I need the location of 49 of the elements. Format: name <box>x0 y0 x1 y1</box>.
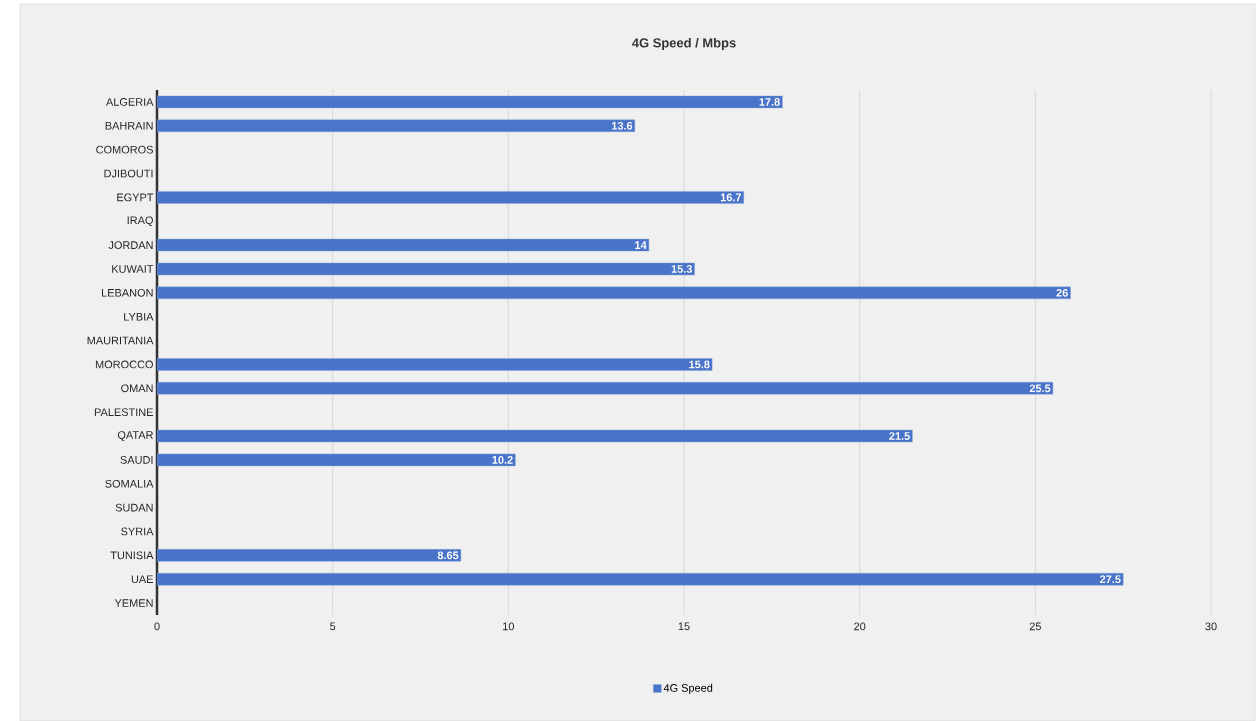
x-tick-label: 10 <box>503 622 514 631</box>
bar <box>157 358 713 371</box>
data-label: 27.5 <box>1100 575 1121 583</box>
y-tick-label: MOROCCO <box>95 360 153 369</box>
x-tick-label: 5 <box>330 622 336 631</box>
y-tick-label: SAUDI <box>120 455 153 464</box>
y-tick-label: MAURITANIA <box>87 336 154 345</box>
data-label: 15.3 <box>671 265 692 273</box>
y-tick-label: YEMEN <box>114 599 153 607</box>
data-label: 21.5 <box>889 432 910 440</box>
data-label: 16.7 <box>720 193 742 202</box>
x-tick-label: 30 <box>1205 622 1217 631</box>
y-tick-label: SOMALIA <box>105 479 154 488</box>
bar <box>157 572 1124 586</box>
x-tick-label: 20 <box>854 622 866 631</box>
y-tick-label: LEBANON <box>102 288 153 297</box>
y-tick-label: SYRIA <box>121 527 154 536</box>
data-label: 17.8 <box>759 97 780 106</box>
bar <box>157 191 744 204</box>
y-tick-label: TUNISIA <box>110 551 154 560</box>
data-label: 26 <box>1056 288 1068 297</box>
bar <box>157 381 1054 395</box>
y-tick-label: PALESTINE <box>94 408 154 416</box>
y-tick-label: OMAN <box>121 384 153 393</box>
y-tick-label: EGYPT <box>117 193 154 202</box>
chart-title: 4G Speed / Mbps <box>632 37 736 50</box>
y-tick-label: COMOROS <box>96 145 153 154</box>
y-tick-label: SUDAN <box>115 503 153 512</box>
data-label: 10.2 <box>492 455 513 464</box>
y-tick-label: IRAQ <box>127 216 153 226</box>
y-tick-label: UAE <box>131 575 153 583</box>
data-label: 8.65 <box>437 551 459 560</box>
y-tick-label: ALGERIA <box>106 97 154 106</box>
y-tick-label: KUWAIT <box>112 265 154 273</box>
x-tick-label: 25 <box>1029 622 1041 631</box>
legend-label: 4G Speed <box>663 683 713 694</box>
y-tick-label: BAHRAIN <box>105 121 153 130</box>
data-label: 14 <box>635 241 647 249</box>
x-tick-label: 15 <box>678 622 690 631</box>
y-tick-label: JORDAN <box>108 241 153 249</box>
x-tick-label: 0 <box>154 622 160 631</box>
y-tick-label: DJIBOUTI <box>104 169 153 178</box>
data-label: 15.8 <box>689 360 710 369</box>
data-label: 13.6 <box>611 121 633 130</box>
y-tick-label: LYBIA <box>124 312 154 321</box>
bar <box>157 119 636 132</box>
data-label: 25.5 <box>1029 384 1051 393</box>
bar <box>157 286 1071 299</box>
y-tick-label: QATAR <box>117 431 153 441</box>
